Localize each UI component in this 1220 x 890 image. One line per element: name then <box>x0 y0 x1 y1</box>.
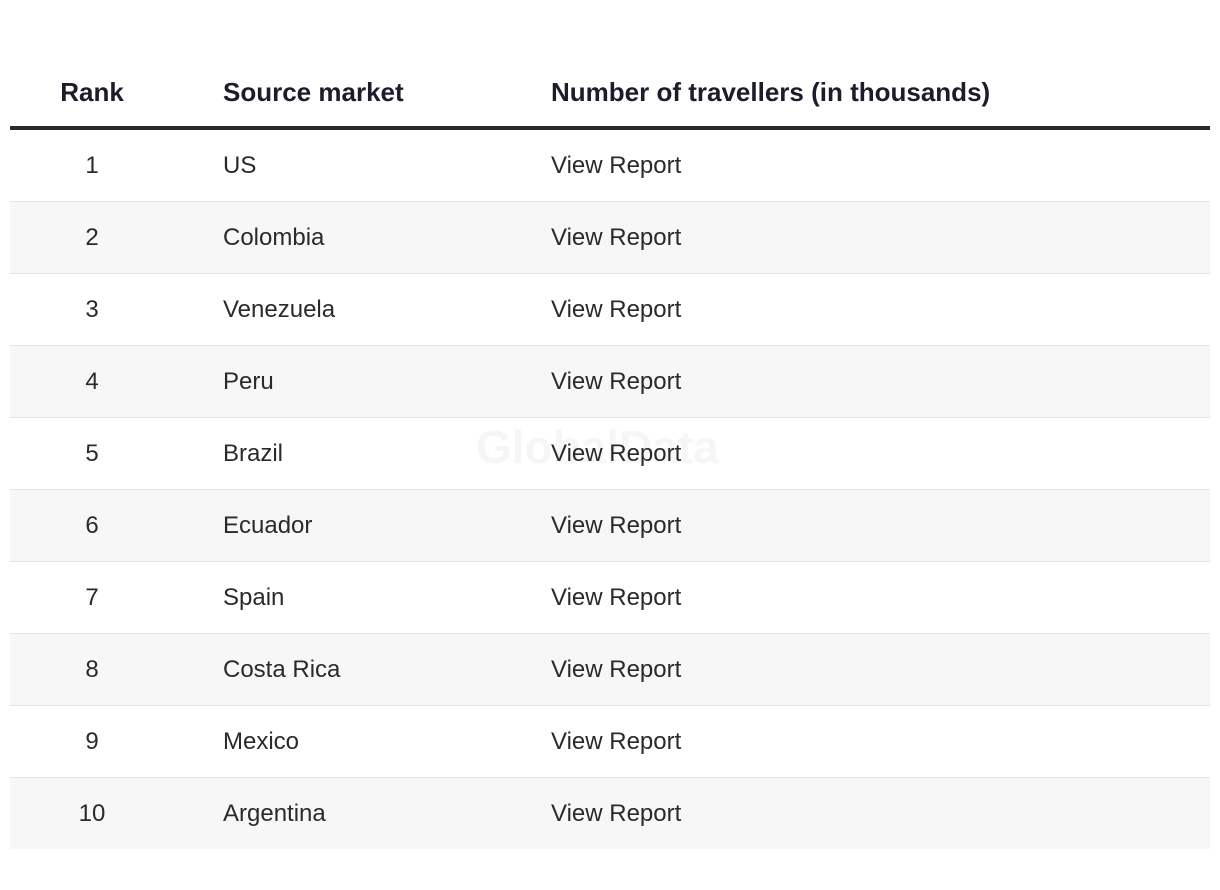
view-report-link[interactable]: View Report <box>551 367 682 395</box>
view-report-link[interactable]: View Report <box>551 295 682 323</box>
table-row: 4 Peru View Report <box>10 345 1210 418</box>
table-row: 1 US View Report <box>10 128 1210 202</box>
view-report-link[interactable]: View Report <box>551 799 682 827</box>
cell: View Report <box>551 777 1210 849</box>
column-header: Rank <box>10 58 174 130</box>
cell: View Report <box>551 489 1210 562</box>
table-row: 5 Brazil View Report <box>10 417 1210 490</box>
view-report-link[interactable]: View Report <box>551 223 682 251</box>
market-cell: Venezuela <box>174 273 551 346</box>
cell: View Report <box>551 561 1210 634</box>
view-report-link[interactable]: View Report <box>551 727 682 755</box>
rank-cell: 9 <box>10 705 174 778</box>
view-report-link[interactable]: View Report <box>551 583 682 611</box>
market-cell: Mexico <box>174 705 551 778</box>
market-cell: US <box>174 128 551 202</box>
rank-cell: 8 <box>10 633 174 706</box>
table-row: 10 Argentina View Report <box>10 777 1210 849</box>
table-container: Rank Source market Number of travellers (i… <box>10 58 1210 849</box>
rank-cell: 3 <box>10 273 174 346</box>
rank-cell: 2 <box>10 201 174 274</box>
column-header: Source market <box>174 58 551 130</box>
rank-cell: 10 <box>10 777 174 849</box>
market-cell: Argentina <box>174 777 551 849</box>
market-cell: Costa Rica <box>174 633 551 706</box>
cell: View Report <box>551 705 1210 778</box>
cell: View Report <box>551 633 1210 706</box>
view-report-link[interactable]: View Report <box>551 511 682 539</box>
table-header: Rank Source market Number of travellers (i… <box>10 58 1210 130</box>
market-cell: Spain <box>174 561 551 634</box>
rank-cell: 5 <box>10 417 174 490</box>
market-cell: Ecuador <box>174 489 551 562</box>
table: Rank Source market Number of travellers (i… <box>10 58 1210 849</box>
column-header: Number of travellers (in thousands) <box>551 58 1210 130</box>
cell: View Report <box>551 345 1210 418</box>
table-row: 2 Colombia View Report <box>10 201 1210 274</box>
rank-cell: 4 <box>10 345 174 418</box>
view-report-link[interactable]: View Report <box>551 439 682 467</box>
table-row: 3 Venezuela View Report <box>10 273 1210 346</box>
cell: View Report <box>551 128 1210 202</box>
header-row: Rank Source market Number of travellers (i… <box>10 58 1210 130</box>
cell: View Report <box>551 273 1210 346</box>
table-body: 1 US View Report 2 Colombia View Report 3 Venez… <box>10 128 1210 849</box>
rank-cell: 1 <box>10 128 174 202</box>
table-row: 8 Costa Rica View Report <box>10 633 1210 706</box>
cell: View Report <box>551 417 1210 490</box>
market-cell: Brazil <box>174 417 551 490</box>
rank-cell: 6 <box>10 489 174 562</box>
view-report-link[interactable]: View Report <box>551 151 682 179</box>
market-cell: Colombia <box>174 201 551 274</box>
table-row: 9 Mexico View Report <box>10 705 1210 778</box>
rank-cell: 7 <box>10 561 174 634</box>
table-row: 7 Spain View Report <box>10 561 1210 634</box>
table-row: 6 Ecuador View Report <box>10 489 1210 562</box>
cell: View Report <box>551 201 1210 274</box>
view-report-link[interactable]: View Report <box>551 655 682 683</box>
market-cell: Peru <box>174 345 551 418</box>
